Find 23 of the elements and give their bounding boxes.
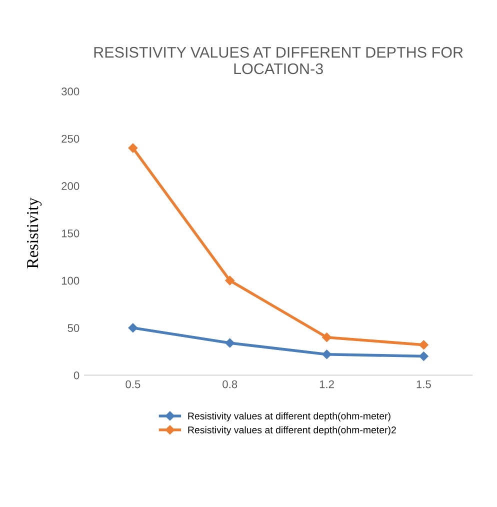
y-tick-label: 50 [68, 324, 80, 332]
legend-label: Resistivity values at different depth(ohm-meter) [188, 412, 390, 422]
y-tick-label: 0 [74, 371, 80, 380]
point [225, 338, 234, 348]
point [322, 332, 332, 342]
point [419, 352, 428, 361]
point [419, 340, 428, 350]
point [128, 323, 138, 332]
point [322, 350, 332, 359]
y-tick-label: 250 [62, 134, 80, 143]
point [128, 143, 138, 153]
legend-label: Resistivity values at different depth(ohm-meter)2 [188, 426, 396, 436]
y-tick-label: 100 [62, 276, 80, 285]
chart-title: RESISTIVITY VALUES AT DIFFERENT DEPTHS FOR LOCATION-3 [94, 46, 463, 74]
x-tick-label: 0.8 [222, 380, 238, 388]
y-axis-title: Resistivity [27, 198, 42, 268]
x-tick-label: 1.2 [320, 380, 334, 388]
y-tick-label: 300 [62, 88, 80, 96]
point [225, 276, 234, 286]
x-tick-label: 1.5 [416, 380, 431, 388]
y-tick-label: 150 [62, 229, 80, 238]
y-tick-label: 200 [62, 182, 80, 190]
x-tick-label: 0.5 [126, 380, 140, 388]
